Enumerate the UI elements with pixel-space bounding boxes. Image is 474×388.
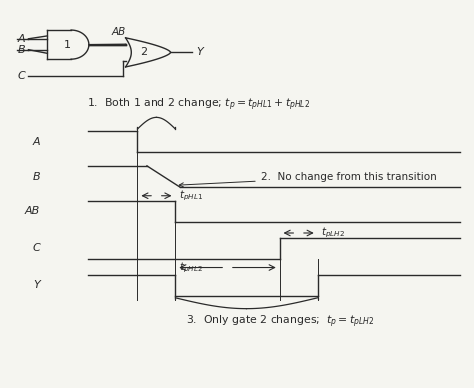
Text: B: B — [18, 45, 25, 55]
Text: Y: Y — [34, 280, 40, 290]
Text: A: A — [33, 137, 40, 147]
Text: 3.  Only gate 2 changes;  $t_p = t_{pLH2}$: 3. Only gate 2 changes; $t_p = t_{pLH2}$ — [186, 314, 374, 331]
Text: C: C — [18, 71, 25, 81]
Text: AB: AB — [111, 27, 126, 37]
Text: 1: 1 — [64, 40, 71, 50]
Text: Y: Y — [197, 47, 203, 57]
Text: B: B — [33, 171, 40, 182]
Text: AB: AB — [25, 206, 40, 217]
Text: $t_{pLH2}$: $t_{pLH2}$ — [321, 226, 346, 240]
Text: 2: 2 — [140, 47, 147, 57]
Text: 1.  Both 1 and 2 change; $t_p = t_{pHL1} + t_{pHL2}$: 1. Both 1 and 2 change; $t_p = t_{pHL1} … — [88, 96, 310, 113]
Text: 2.  No change from this transition: 2. No change from this transition — [179, 171, 437, 187]
Text: C: C — [33, 243, 40, 253]
Text: A: A — [18, 34, 25, 44]
Text: $t_{pHL1}$: $t_{pHL1}$ — [179, 189, 203, 203]
Text: $t_{pHL2}$: $t_{pHL2}$ — [179, 260, 203, 275]
